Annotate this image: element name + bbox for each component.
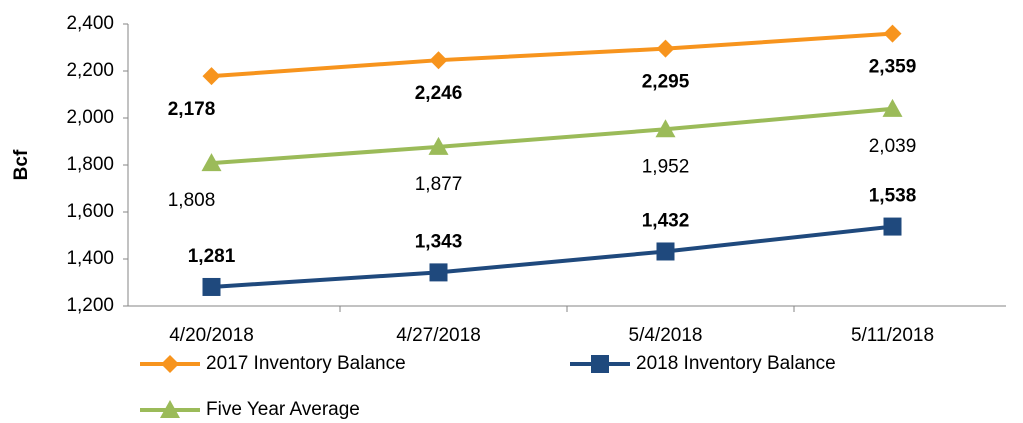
- marker: [882, 98, 903, 117]
- data-label: 1,538: [869, 186, 917, 207]
- marker: [883, 217, 902, 236]
- marker: [656, 242, 675, 261]
- marker: [202, 277, 221, 296]
- y-tick-label: 1,600: [66, 201, 114, 222]
- legend-marker: [161, 355, 179, 373]
- data-label: 1,877: [415, 174, 463, 195]
- x-tick-label: 5/4/2018: [629, 325, 703, 346]
- marker: [883, 24, 902, 43]
- data-label: 2,295: [642, 72, 690, 93]
- y-tick-label: 1,800: [66, 154, 114, 175]
- legend-label: 2017 Inventory Balance: [206, 353, 406, 374]
- data-label: 1,952: [642, 156, 690, 177]
- y-tick-label: 2,400: [66, 13, 114, 34]
- x-tick-label: 5/11/2018: [851, 325, 934, 346]
- legend-marker: [591, 355, 609, 373]
- data-label: 2,039: [869, 136, 917, 157]
- marker: [429, 263, 448, 282]
- data-label: 1,808: [168, 190, 216, 211]
- legend-label: Five Year Average: [206, 399, 360, 420]
- series-line: [211, 224, 893, 289]
- legend-label: 2018 Inventory Balance: [636, 353, 836, 374]
- series-line: [211, 31, 893, 79]
- marker: [201, 153, 222, 172]
- data-label: 2,246: [415, 83, 463, 104]
- marker: [656, 39, 675, 58]
- y-tick-label: 1,200: [66, 295, 114, 316]
- data-label: 2,359: [869, 57, 917, 78]
- x-tick-label: 4/20/2018: [169, 325, 254, 346]
- data-label: 2,178: [168, 99, 216, 120]
- data-label: 1,281: [188, 246, 236, 267]
- marker: [429, 51, 448, 70]
- x-tick-label: 4/27/2018: [396, 325, 481, 346]
- y-tick-label: 1,400: [66, 248, 114, 269]
- y-tick-label: 2,200: [66, 60, 114, 81]
- marker: [428, 136, 449, 155]
- marker: [655, 119, 676, 138]
- series-line: [211, 106, 893, 166]
- y-axis-label: Bcf: [11, 149, 32, 180]
- data-label: 1,343: [415, 231, 463, 252]
- y-tick-label: 2,000: [66, 107, 114, 128]
- marker: [202, 67, 221, 86]
- data-label: 1,432: [642, 210, 690, 231]
- legend-marker: [160, 400, 180, 418]
